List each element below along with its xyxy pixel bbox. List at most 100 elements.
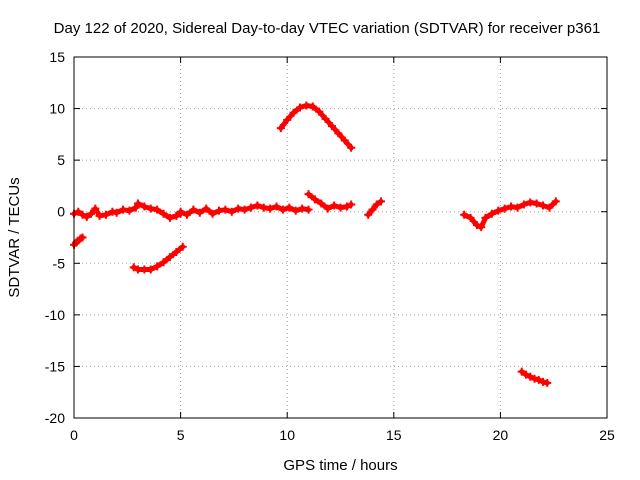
- y-tick-label: 15: [49, 49, 65, 65]
- data-point: [340, 136, 349, 145]
- y-tick-label: -10: [45, 307, 65, 323]
- series-dip-3h: [129, 242, 187, 274]
- y-tick-label: -15: [45, 358, 65, 374]
- data-point: [266, 204, 275, 213]
- data-point: [208, 209, 217, 218]
- data-point: [517, 367, 526, 376]
- x-tick-label: 20: [493, 427, 509, 443]
- data-point: [327, 122, 336, 131]
- data-point: [372, 200, 381, 209]
- data-point: [82, 212, 91, 221]
- data-point: [308, 102, 317, 111]
- data-point: [95, 211, 104, 220]
- data-point: [513, 203, 522, 212]
- x-axis-label: GPS time / hours: [283, 457, 397, 474]
- y-tick-label: -5: [53, 255, 66, 271]
- data-point: [189, 205, 198, 214]
- data-point: [543, 378, 552, 387]
- data-point: [364, 210, 373, 219]
- series-band: [461, 198, 559, 230]
- x-tick-label: 15: [386, 427, 402, 443]
- data-point: [159, 258, 168, 267]
- data-point: [336, 203, 345, 212]
- data-point: [74, 207, 83, 216]
- data-point: [295, 103, 304, 112]
- data-point: [146, 204, 155, 213]
- data-point: [253, 201, 262, 210]
- data-point: [131, 203, 140, 212]
- plot-frame: [73, 56, 608, 419]
- data-point: [159, 209, 168, 218]
- y-tick-label: -20: [45, 410, 65, 426]
- data-point: [146, 265, 155, 274]
- data-point: [500, 204, 509, 213]
- data-point: [165, 213, 174, 222]
- axis-ticks: 0 5 10 15 20 25 -20 -15 -10 -5 0 5 10 15: [45, 49, 615, 443]
- data-point: [112, 208, 121, 217]
- data-point: [507, 202, 516, 211]
- data-point: [545, 203, 554, 212]
- data-point: [477, 223, 486, 232]
- data-point: [234, 204, 243, 213]
- data-point: [283, 115, 292, 124]
- data-point: [317, 199, 326, 208]
- series-segment-14h: [364, 197, 386, 219]
- data-point: [534, 375, 543, 384]
- data-point: [78, 210, 87, 219]
- data-point: [108, 207, 117, 216]
- data-point: [227, 207, 236, 216]
- data-point: [259, 203, 268, 212]
- x-tick-label: 5: [177, 427, 185, 443]
- data-points: [70, 101, 560, 387]
- series-baseline-mid: [176, 201, 313, 219]
- y-tick-label: 0: [57, 204, 65, 220]
- data-point: [129, 263, 138, 272]
- data-point: [521, 370, 530, 379]
- x-tick-label: 10: [279, 427, 295, 443]
- data-point: [119, 205, 128, 214]
- data-point: [460, 210, 469, 219]
- data-point: [182, 210, 191, 219]
- series-hump-11h: [276, 101, 356, 152]
- data-point: [78, 233, 87, 242]
- data-point: [304, 205, 313, 214]
- chart-title: Day 122 of 2020, Sidereal Day-to-day VTE…: [54, 20, 601, 37]
- series-baseline-late: [304, 190, 356, 213]
- data-point: [195, 208, 204, 217]
- data-point: [153, 205, 162, 214]
- data-point: [246, 203, 255, 212]
- data-point: [153, 262, 162, 271]
- data-point: [526, 372, 535, 381]
- x-tick-label: 0: [70, 427, 78, 443]
- data-point: [494, 206, 503, 215]
- data-point: [310, 195, 319, 204]
- data-point: [302, 101, 311, 110]
- data-point: [221, 205, 230, 214]
- data-point: [530, 374, 539, 383]
- x-tick-label: 25: [599, 427, 615, 443]
- data-point: [368, 205, 377, 214]
- y-tick-label: 5: [57, 152, 65, 168]
- data-point: [315, 107, 324, 116]
- data-point: [321, 114, 330, 123]
- data-point: [539, 201, 548, 210]
- series-dip-21h: [517, 367, 552, 387]
- data-point: [125, 206, 134, 215]
- data-point: [178, 242, 187, 251]
- data-point: [272, 202, 281, 211]
- data-point: [532, 199, 541, 208]
- data-point: [140, 202, 149, 211]
- data-point: [172, 247, 181, 256]
- data-point: [347, 200, 356, 209]
- data-point: [276, 124, 285, 133]
- data-point: [330, 201, 339, 210]
- data-point: [472, 221, 481, 230]
- data-point: [214, 206, 223, 215]
- data-point: [304, 190, 313, 199]
- data-point: [101, 210, 110, 219]
- data-point: [298, 204, 307, 213]
- data-point: [342, 202, 351, 211]
- data-point: [165, 253, 174, 262]
- y-axis-label: SDTVAR / TECUs: [6, 177, 23, 297]
- data-point: [323, 204, 332, 213]
